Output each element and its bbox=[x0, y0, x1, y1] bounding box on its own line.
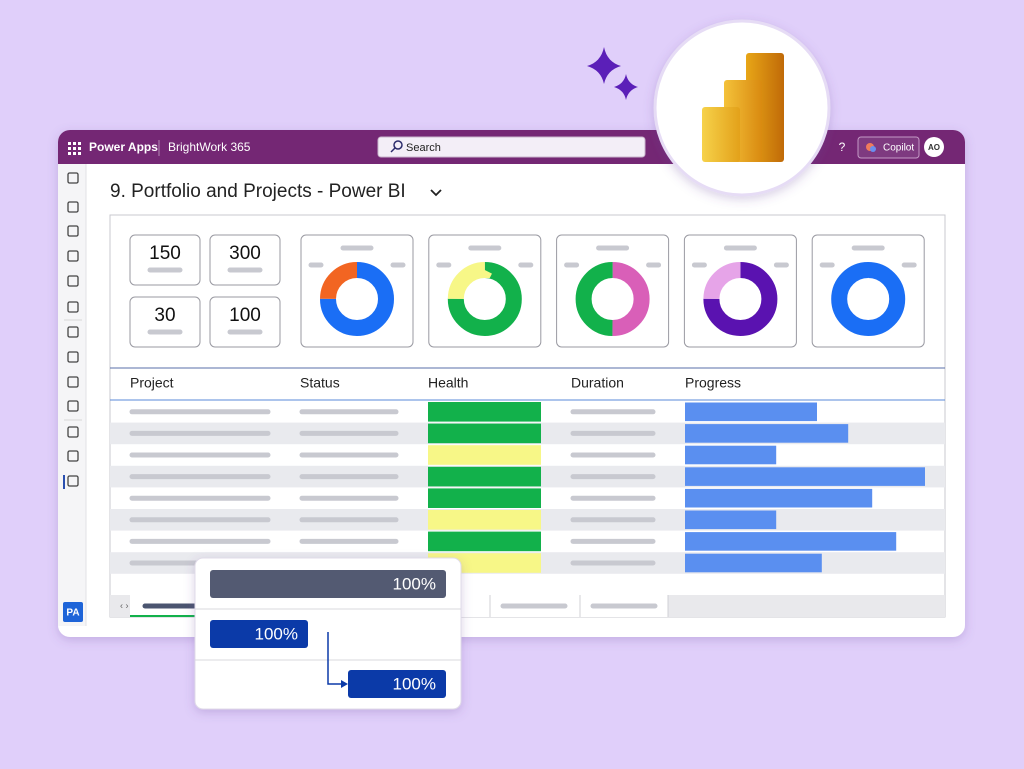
sparkle bbox=[587, 47, 621, 84]
title-chevron[interactable] bbox=[430, 189, 442, 197]
kpi-card bbox=[129, 296, 201, 348]
copilot-button[interactable] bbox=[857, 136, 920, 159]
sidebar-icon bbox=[67, 450, 79, 462]
column-header: Duration bbox=[571, 375, 624, 391]
health-cell bbox=[428, 423, 541, 444]
progress-bar bbox=[685, 402, 817, 422]
health-cell bbox=[428, 445, 541, 465]
progress-bar bbox=[685, 445, 777, 465]
search-icon bbox=[393, 140, 403, 150]
page-title: 9. Portfolio and Projects - Power BI bbox=[110, 181, 406, 202]
progress-bar bbox=[685, 510, 777, 530]
sidebar-icon bbox=[67, 326, 79, 338]
donut-segment bbox=[575, 262, 650, 336]
sparkle bbox=[614, 74, 638, 100]
kpi-value: 30 bbox=[154, 305, 175, 326]
kpi-card bbox=[209, 234, 281, 286]
sidebar-icon bbox=[67, 426, 79, 438]
donut-segment bbox=[831, 262, 906, 336]
summary-bar bbox=[210, 570, 446, 598]
health-cell bbox=[428, 531, 541, 552]
copilot-icon-accent bbox=[870, 146, 876, 152]
donut-segment bbox=[703, 262, 778, 336]
power-bi-logo bbox=[653, 19, 831, 197]
avatar[interactable] bbox=[924, 137, 944, 157]
column-header: Progress bbox=[685, 375, 741, 391]
kpi-card bbox=[129, 234, 201, 286]
donut-cards bbox=[300, 234, 925, 348]
progress-bar bbox=[685, 553, 822, 573]
task-percent: 100% bbox=[393, 674, 436, 693]
app-badge-label: PA bbox=[66, 608, 79, 619]
app-window: Power Apps BrightWork 365 Search ? Copil… bbox=[58, 130, 965, 637]
avatar-initials: AO bbox=[928, 143, 940, 152]
progress-bar bbox=[685, 532, 897, 551]
progress-popup: 100% 100% 100% bbox=[194, 557, 462, 710]
sidebar-icons bbox=[64, 172, 82, 487]
sidebar-icon bbox=[67, 250, 79, 262]
progress-bar bbox=[685, 488, 873, 508]
donut-segment bbox=[320, 262, 394, 336]
kpi-value: 300 bbox=[229, 243, 261, 264]
search-box[interactable] bbox=[377, 136, 646, 158]
progress-bar bbox=[685, 424, 849, 443]
sidebar-icon bbox=[67, 400, 79, 412]
health-cell bbox=[428, 402, 541, 422]
task-bar bbox=[348, 670, 446, 698]
sidebar-icon bbox=[67, 275, 79, 287]
sidebar-icon bbox=[67, 351, 79, 363]
search-icon-handle bbox=[390, 147, 396, 153]
kpi-value: 100 bbox=[229, 305, 261, 326]
table-rows bbox=[110, 402, 945, 574]
kpi-cards: 150 300 30 100 bbox=[129, 234, 281, 348]
dependency-arrow bbox=[327, 632, 342, 685]
copilot-label[interactable]: Copilot bbox=[883, 143, 914, 154]
sidebar bbox=[58, 164, 86, 626]
app-name[interactable]: Power Apps bbox=[89, 140, 158, 154]
column-header: Health bbox=[428, 375, 468, 391]
task-bar bbox=[210, 620, 308, 648]
sidebar-icon bbox=[67, 172, 79, 184]
sidebar-icon bbox=[67, 376, 79, 388]
health-cell bbox=[428, 510, 541, 530]
sidebar-icon bbox=[67, 475, 79, 487]
task-percent: 100% bbox=[255, 624, 298, 643]
logo-bar bbox=[702, 107, 740, 162]
sidebar-icon bbox=[67, 301, 79, 313]
donut-segment bbox=[447, 262, 522, 336]
column-header: Project bbox=[130, 375, 174, 391]
environment-name[interactable]: BrightWork 365 bbox=[168, 140, 251, 154]
progress-bar bbox=[685, 467, 925, 486]
tab-scroll-arrows[interactable]: ‹ › bbox=[120, 600, 129, 610]
sidebar-icon bbox=[67, 201, 79, 213]
health-cell bbox=[428, 488, 541, 508]
sidebar-icon bbox=[67, 225, 79, 237]
summary-percent: 100% bbox=[393, 574, 436, 593]
column-header: Status bbox=[300, 375, 340, 391]
app-badge[interactable] bbox=[63, 602, 83, 622]
search-placeholder[interactable]: Search bbox=[406, 142, 441, 154]
waffle-icon[interactable] bbox=[68, 142, 81, 155]
dependency-arrowhead bbox=[341, 680, 348, 688]
kpi-value: 150 bbox=[149, 243, 181, 264]
sidebar-active-indicator bbox=[63, 475, 65, 489]
table-header: Project Status Health Duration Progress bbox=[130, 375, 741, 391]
help-button[interactable]: ? bbox=[839, 140, 846, 154]
health-cell bbox=[428, 466, 541, 487]
kpi-card bbox=[209, 296, 281, 348]
